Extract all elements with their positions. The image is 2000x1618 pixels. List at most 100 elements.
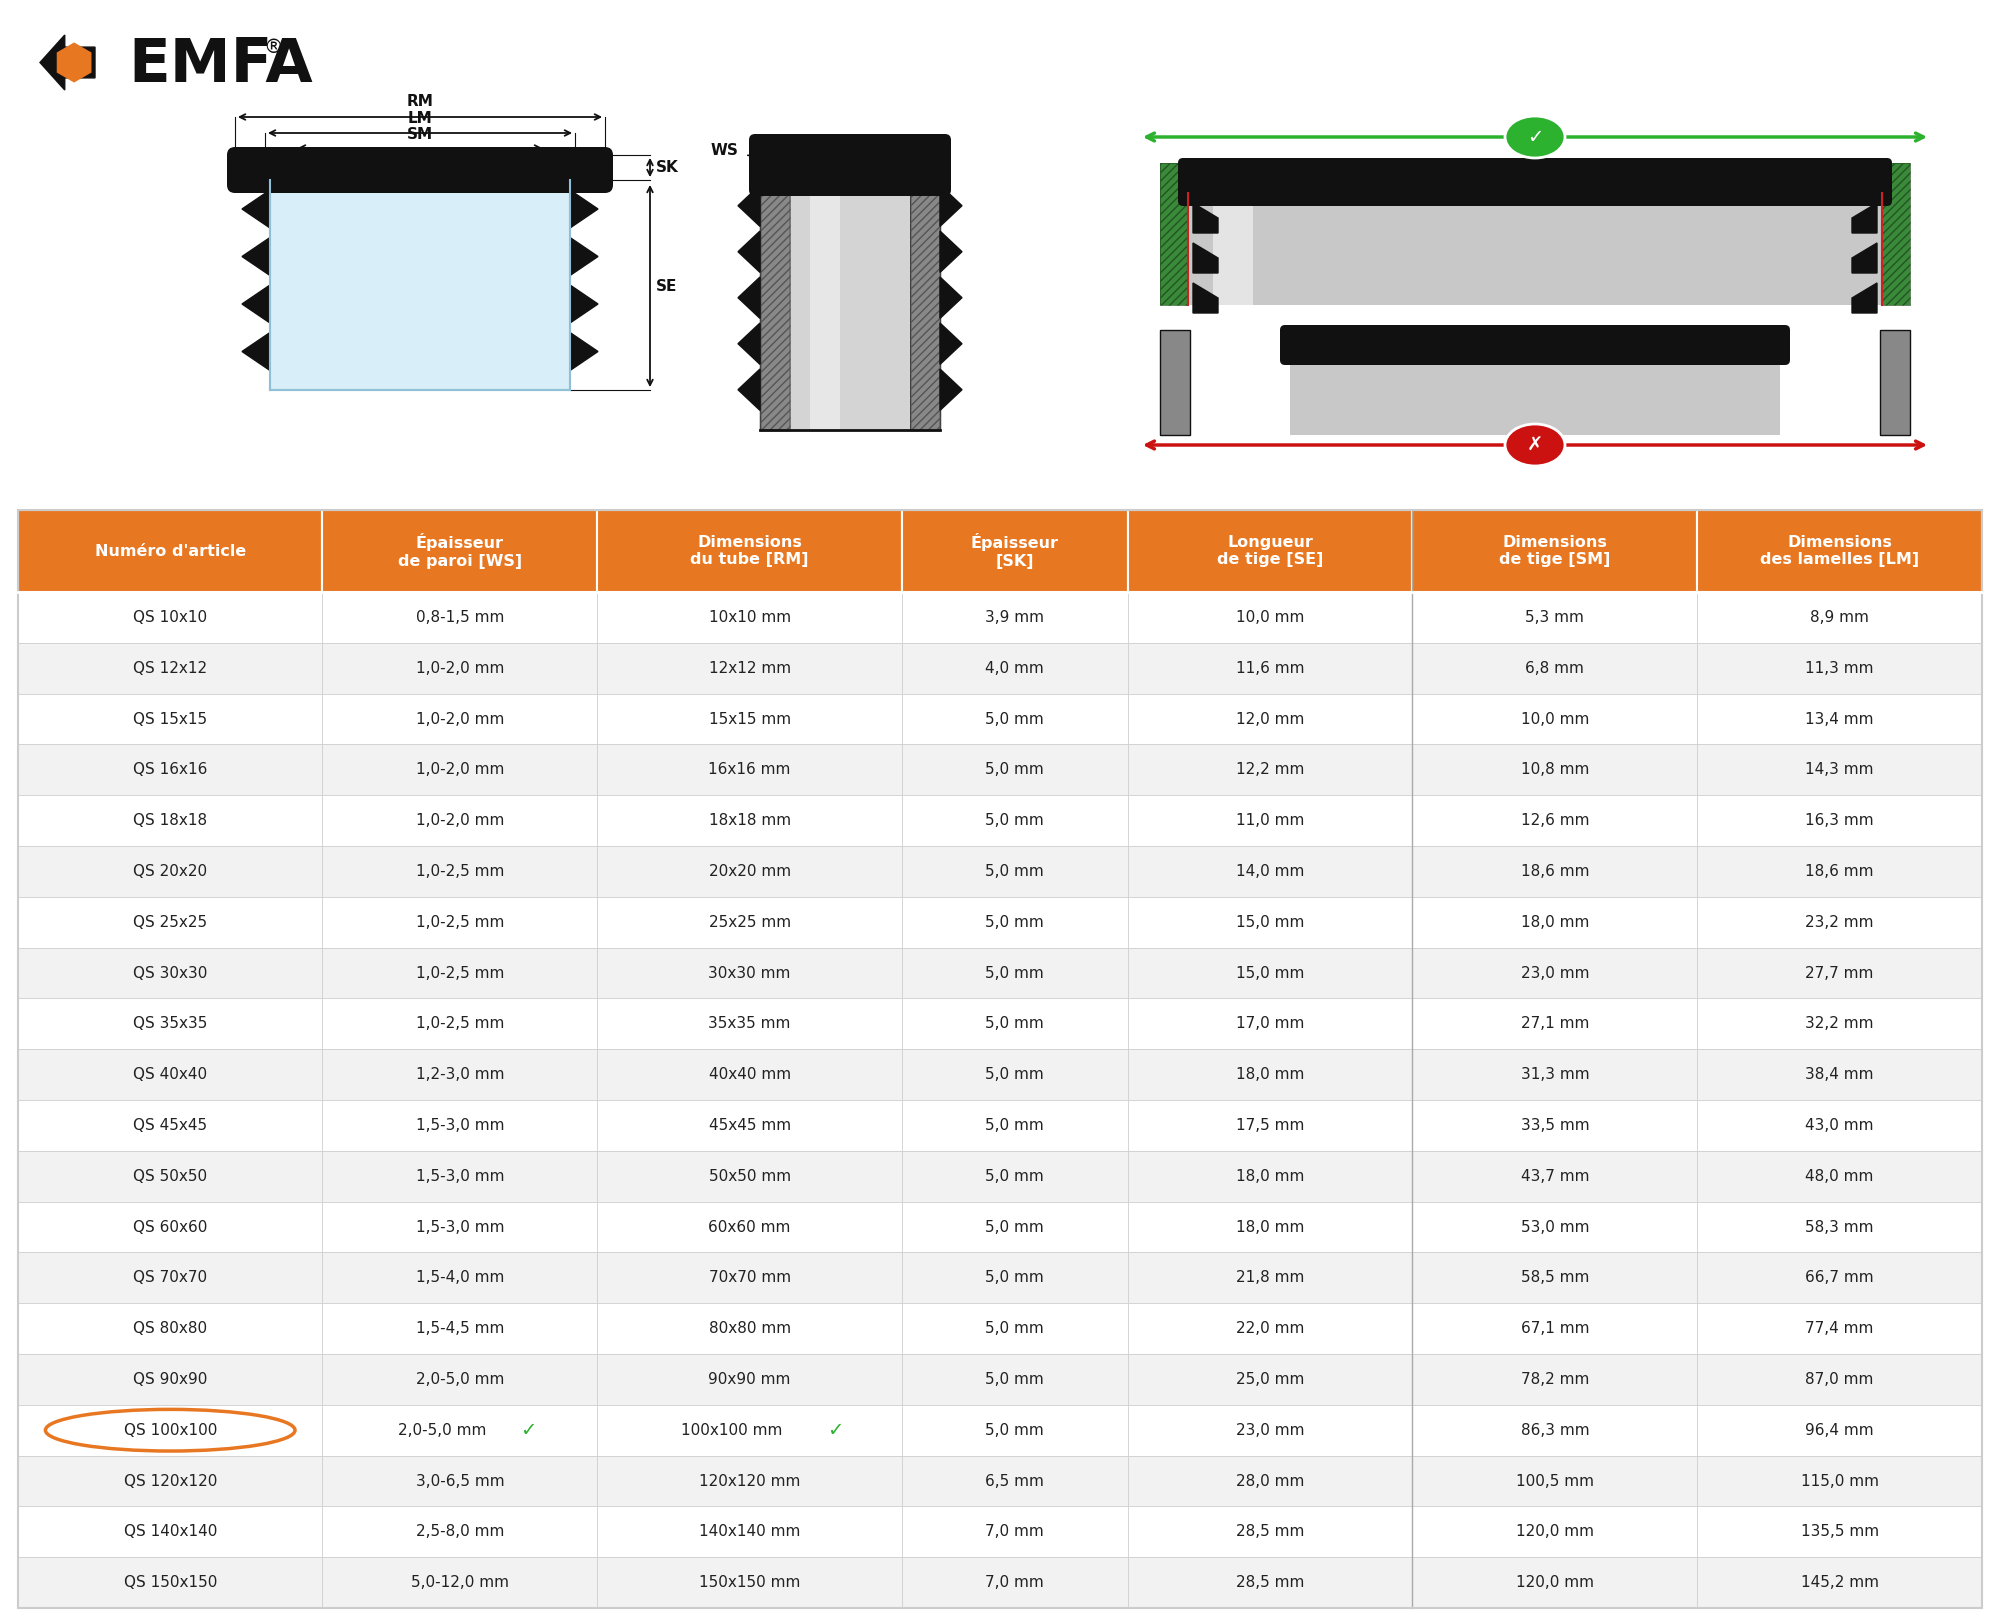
Text: 18x18 mm: 18x18 mm xyxy=(708,814,790,828)
Text: QS 25x25: QS 25x25 xyxy=(134,914,208,930)
Text: 32,2 mm: 32,2 mm xyxy=(1806,1016,1874,1031)
Polygon shape xyxy=(242,189,270,228)
Bar xyxy=(760,175,790,430)
Bar xyxy=(1412,1456,1698,1506)
FancyBboxPatch shape xyxy=(1178,159,1892,205)
Polygon shape xyxy=(940,324,962,364)
Bar xyxy=(902,998,1128,1048)
Text: 58,3 mm: 58,3 mm xyxy=(1806,1220,1874,1235)
Bar xyxy=(1698,1506,1982,1557)
Text: 21,8 mm: 21,8 mm xyxy=(1236,1270,1304,1285)
Text: 23,2 mm: 23,2 mm xyxy=(1806,914,1874,930)
Bar xyxy=(1412,1150,1698,1202)
Bar xyxy=(902,896,1128,948)
Bar xyxy=(902,948,1128,998)
Text: 1,0-2,5 mm: 1,0-2,5 mm xyxy=(416,914,504,930)
Text: 43,7 mm: 43,7 mm xyxy=(1520,1168,1590,1184)
Polygon shape xyxy=(1852,202,1876,233)
Text: 58,5 mm: 58,5 mm xyxy=(1520,1270,1590,1285)
Text: 12,0 mm: 12,0 mm xyxy=(1236,712,1304,726)
Text: 18,6 mm: 18,6 mm xyxy=(1520,864,1590,879)
Bar xyxy=(18,1354,322,1404)
Bar xyxy=(322,694,598,744)
Bar xyxy=(1128,1354,1412,1404)
Polygon shape xyxy=(40,36,96,91)
Bar xyxy=(1698,1456,1982,1506)
Text: 1,5-3,0 mm: 1,5-3,0 mm xyxy=(416,1168,504,1184)
Text: 8,9 mm: 8,9 mm xyxy=(1810,610,1870,625)
Text: 5,0 mm: 5,0 mm xyxy=(986,914,1044,930)
Text: 5,0 mm: 5,0 mm xyxy=(986,1068,1044,1082)
Bar xyxy=(598,1506,902,1557)
Text: 18,0 mm: 18,0 mm xyxy=(1236,1168,1304,1184)
Text: 6,5 mm: 6,5 mm xyxy=(986,1474,1044,1489)
Bar xyxy=(598,1048,902,1100)
Text: 11,3 mm: 11,3 mm xyxy=(1806,660,1874,676)
Text: QS 35x35: QS 35x35 xyxy=(134,1016,208,1031)
Bar xyxy=(1128,998,1412,1048)
Bar xyxy=(902,1252,1128,1302)
Bar xyxy=(1128,948,1412,998)
Bar xyxy=(1128,694,1412,744)
Text: 67,1 mm: 67,1 mm xyxy=(1520,1322,1590,1336)
Bar xyxy=(1412,896,1698,948)
Text: SE: SE xyxy=(656,278,678,293)
Text: 27,1 mm: 27,1 mm xyxy=(1520,1016,1590,1031)
Text: 80x80 mm: 80x80 mm xyxy=(708,1322,790,1336)
Bar xyxy=(598,1150,902,1202)
Text: 1,0-2,0 mm: 1,0-2,0 mm xyxy=(416,762,504,777)
Bar xyxy=(902,794,1128,846)
Text: 1,5-3,0 mm: 1,5-3,0 mm xyxy=(416,1220,504,1235)
Bar xyxy=(1128,1202,1412,1252)
Bar xyxy=(1698,592,1982,642)
Bar xyxy=(1412,1506,1698,1557)
Text: 45x45 mm: 45x45 mm xyxy=(708,1118,790,1133)
Bar xyxy=(1412,998,1698,1048)
Text: 100x100 mm: 100x100 mm xyxy=(680,1422,782,1438)
Text: QS 140x140: QS 140x140 xyxy=(124,1524,216,1539)
Text: 1,0-2,5 mm: 1,0-2,5 mm xyxy=(416,966,504,981)
Bar xyxy=(18,1404,322,1456)
Bar xyxy=(1128,1252,1412,1302)
Text: QS 20x20: QS 20x20 xyxy=(134,864,208,879)
Text: 33,5 mm: 33,5 mm xyxy=(1520,1118,1590,1133)
Bar xyxy=(902,694,1128,744)
Text: 12,2 mm: 12,2 mm xyxy=(1236,762,1304,777)
Bar xyxy=(322,592,598,642)
Text: 18,6 mm: 18,6 mm xyxy=(1806,864,1874,879)
Bar xyxy=(1698,896,1982,948)
Text: 2,0-5,0 mm: 2,0-5,0 mm xyxy=(416,1372,504,1387)
Bar xyxy=(322,948,598,998)
Polygon shape xyxy=(738,277,760,319)
Bar xyxy=(598,642,902,694)
Bar xyxy=(1412,642,1698,694)
Bar xyxy=(902,1100,1128,1150)
Text: 150x150 mm: 150x150 mm xyxy=(698,1574,800,1590)
Bar xyxy=(1290,349,1780,435)
Bar xyxy=(1698,1302,1982,1354)
Text: 5,0 mm: 5,0 mm xyxy=(986,864,1044,879)
Text: 38,4 mm: 38,4 mm xyxy=(1806,1068,1874,1082)
Bar xyxy=(18,1456,322,1506)
Text: 15,0 mm: 15,0 mm xyxy=(1236,966,1304,981)
Text: 90x90 mm: 90x90 mm xyxy=(708,1372,790,1387)
Ellipse shape xyxy=(1506,116,1564,159)
Text: 23,0 mm: 23,0 mm xyxy=(1520,966,1590,981)
Text: QS 50x50: QS 50x50 xyxy=(134,1168,208,1184)
Bar xyxy=(910,175,940,430)
Text: RM: RM xyxy=(406,94,434,108)
Text: 96,4 mm: 96,4 mm xyxy=(1806,1422,1874,1438)
Text: 5,0 mm: 5,0 mm xyxy=(986,1322,1044,1336)
Bar xyxy=(1412,1354,1698,1404)
Polygon shape xyxy=(940,231,962,272)
Bar xyxy=(322,998,598,1048)
Bar xyxy=(902,1404,1128,1456)
Bar xyxy=(1698,1048,1982,1100)
Bar xyxy=(1880,330,1910,435)
Text: 31,3 mm: 31,3 mm xyxy=(1520,1068,1590,1082)
Bar xyxy=(322,794,598,846)
Text: 5,0-12,0 mm: 5,0-12,0 mm xyxy=(410,1574,508,1590)
Text: QS 10x10: QS 10x10 xyxy=(134,610,208,625)
Text: 43,0 mm: 43,0 mm xyxy=(1806,1118,1874,1133)
Bar xyxy=(18,1252,322,1302)
